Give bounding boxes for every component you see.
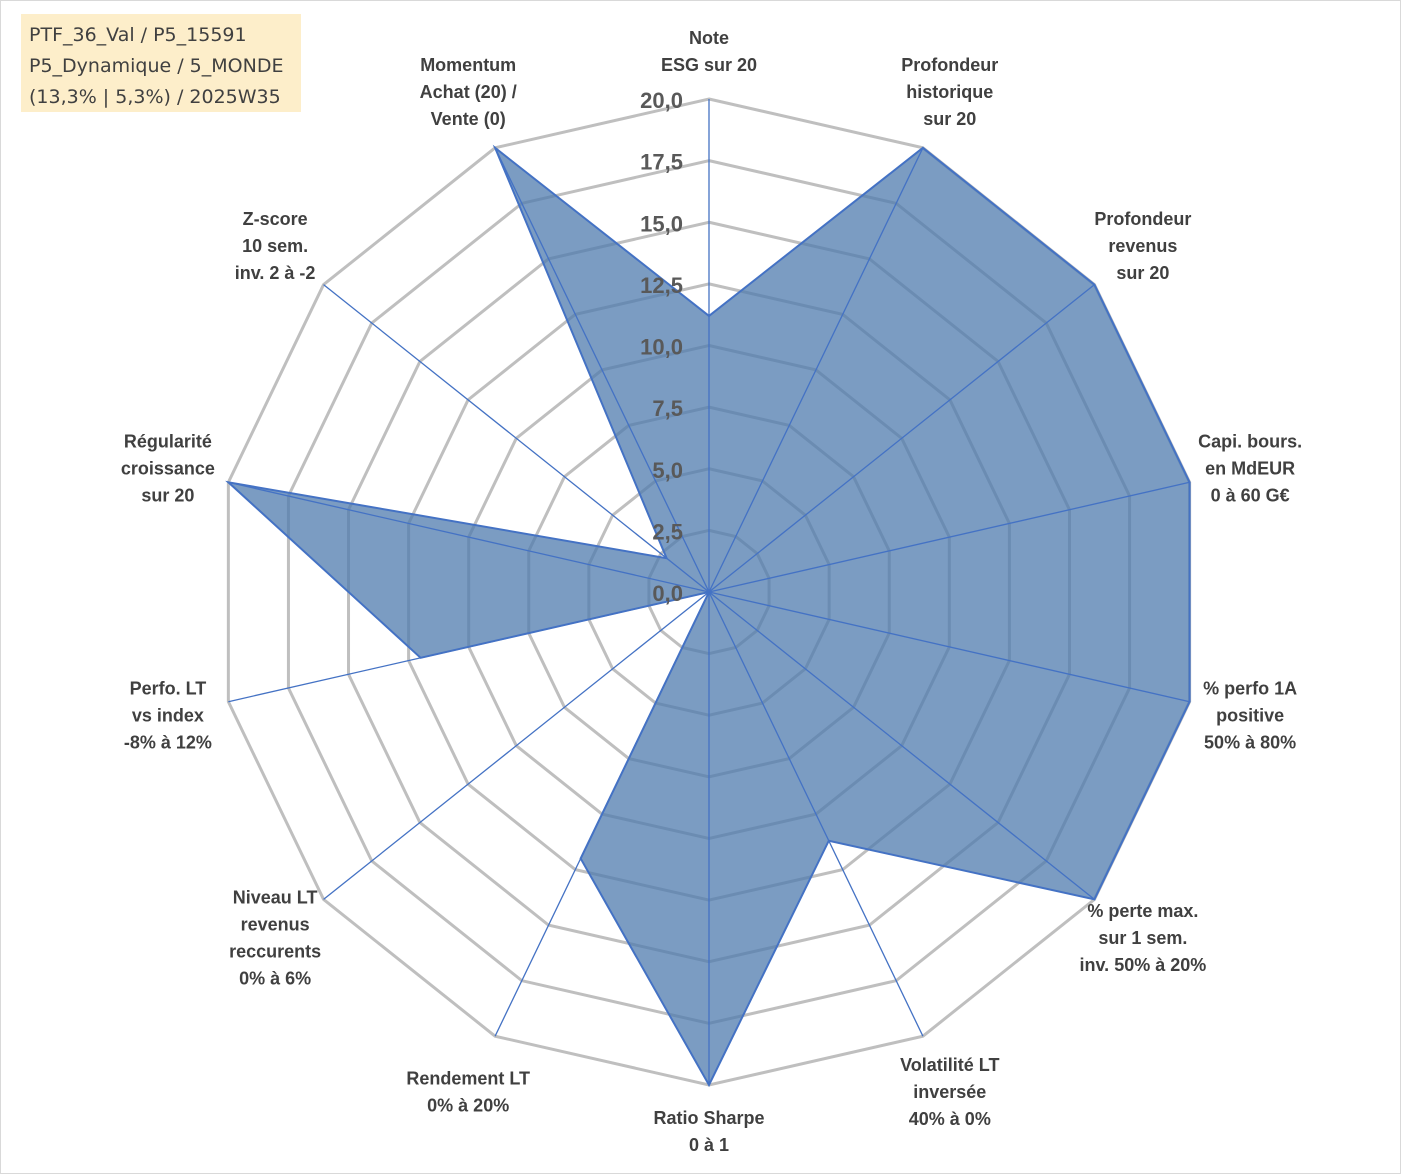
info-line-portfolio: PTF_36_Val / P5_15591 bbox=[29, 24, 247, 46]
axis-spoke bbox=[228, 481, 710, 593]
axis-spoke bbox=[494, 591, 710, 1037]
category-label: Volatilité LT inversée 40% à 0% bbox=[900, 1055, 999, 1129]
category-label: Profondeur revenus sur 20 bbox=[1094, 209, 1191, 283]
axis-spoke bbox=[323, 591, 710, 900]
info-line-profile: P5_Dynamique / 5_MONDE bbox=[29, 55, 284, 77]
axis-spoke bbox=[228, 591, 710, 703]
axis-spoke bbox=[708, 284, 1095, 593]
category-label: Note ESG sur 20 bbox=[661, 28, 757, 75]
axis-spoke bbox=[708, 147, 924, 593]
category-label: % perte max. sur 1 sem. inv. 50% à 20% bbox=[1080, 901, 1207, 975]
category-label: Capi. bours. en MdEUR 0 à 60 G€ bbox=[1198, 432, 1302, 506]
axis-spoke bbox=[323, 284, 710, 593]
tick-label: 20,0 bbox=[640, 88, 683, 113]
tick-label: 7,5 bbox=[652, 396, 683, 421]
portfolio-info-box: PTF_36_Val / P5_15591 P5_Dynamique / 5_M… bbox=[21, 14, 301, 112]
tick-label: 10,0 bbox=[640, 335, 683, 360]
axis-spoke bbox=[494, 147, 710, 593]
category-label: Momentum Achat (20) / Vente (0) bbox=[420, 55, 517, 129]
tick-label: 0,0 bbox=[652, 581, 683, 606]
category-label: Profondeur historique sur 20 bbox=[901, 55, 998, 129]
category-label: % perfo 1A positive 50% à 80% bbox=[1203, 679, 1297, 753]
category-label: Régularité croissance sur 20 bbox=[121, 432, 215, 506]
axis-spoke bbox=[708, 481, 1190, 593]
category-label: Ratio Sharpe 0 à 1 bbox=[653, 1108, 764, 1155]
tick-label: 15,0 bbox=[640, 211, 683, 236]
axis-spoke bbox=[708, 591, 1095, 900]
tick-label: 12,5 bbox=[640, 273, 683, 298]
category-label: Rendement LT 0% à 20% bbox=[406, 1069, 530, 1116]
tick-label: 2,5 bbox=[652, 519, 683, 544]
axis-spoke bbox=[708, 591, 924, 1037]
tick-label: 5,0 bbox=[652, 458, 683, 483]
tick-label: 17,5 bbox=[640, 150, 683, 175]
info-line-stats: (13,3% | 5,3%) / 2025W35 bbox=[29, 86, 281, 108]
category-label: Z-score 10 sem. inv. 2 à -2 bbox=[235, 209, 316, 283]
category-label: Niveau LT revenus reccurents 0% à 6% bbox=[229, 888, 321, 989]
axis-spoke bbox=[708, 591, 1190, 703]
category-label: Perfo. LT vs index -8% à 12% bbox=[124, 679, 212, 753]
